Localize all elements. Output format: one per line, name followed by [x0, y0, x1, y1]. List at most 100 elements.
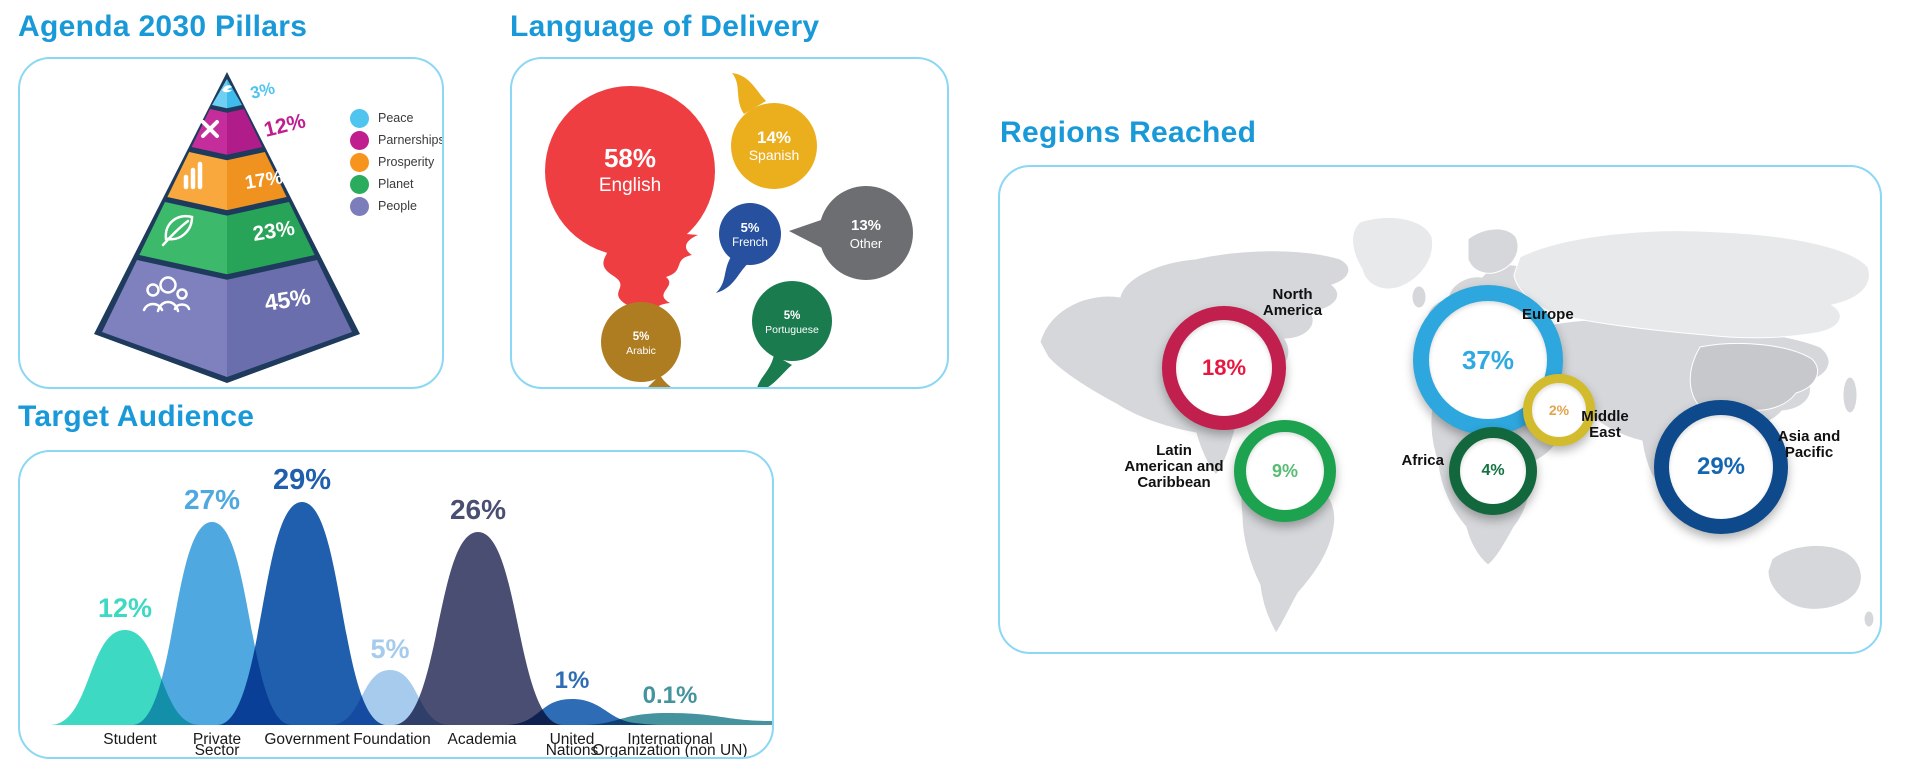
bar-chart-icon — [183, 161, 203, 190]
wave-government — [217, 502, 387, 725]
audience-wave-chart: 12% 27% 29% 5% 26% 1% 0.1% Student Priva… — [50, 464, 772, 757]
language-value-arabic: 5% — [633, 331, 650, 343]
region-ring-africa: 4% — [1449, 427, 1537, 515]
map-greenland — [1352, 216, 1434, 290]
legend-label-parnerships: Parnerships — [378, 133, 444, 147]
legend-label-planet: Planet — [378, 177, 414, 191]
legend-dot-peace — [350, 108, 369, 128]
legend-dot-prosperity — [350, 152, 369, 172]
wave-value-academia: 26% — [450, 494, 506, 525]
wave-value-foundation: 5% — [370, 634, 409, 664]
speech-bubble-spanish-tail — [732, 73, 766, 114]
wave-united-nations — [504, 699, 665, 725]
region-ring-north-america: 18% — [1162, 306, 1286, 430]
region-ring-asia-pacific: 29% — [1654, 400, 1788, 534]
wave-label-private-1: Private — [193, 731, 241, 748]
map-uk — [1411, 285, 1427, 309]
legend-dot-people — [350, 196, 369, 216]
pillars-legend: Peace Parnerships Prosperity Planet Peop… — [350, 107, 444, 217]
wave-value-united-nations: 1% — [555, 667, 590, 694]
regions-panel: 18% 37% 2% 4% 9% 29% North America Europ… — [998, 165, 1882, 654]
wave-label-private-2: Sector — [195, 742, 240, 757]
speech-bubble-spanish — [731, 103, 817, 189]
languages-panel: 58% English 14% Spanish 5% French 13% Ot… — [510, 57, 949, 389]
pyramid-tier-prosperity-right — [227, 152, 287, 211]
region-label-middle-east: Middle East — [1581, 408, 1629, 441]
map-scandinavia — [1467, 228, 1519, 274]
pyramid-tier-peace-right — [227, 79, 242, 109]
speech-bubble-portuguese-tail — [757, 355, 792, 387]
region-value-north-america: 18% — [1201, 355, 1247, 380]
region-label-asia-pacific: Asia and Pacific — [1777, 428, 1841, 461]
legend-dot-parnerships — [350, 130, 369, 150]
legend-dot-planet — [350, 174, 369, 194]
leaf-icon — [161, 214, 194, 247]
region-value-latin-america: 9% — [1271, 460, 1298, 481]
language-value-other: 13% — [851, 217, 881, 234]
speech-bubble-english — [545, 86, 715, 256]
audience-title: Target Audience — [18, 400, 255, 433]
pillars-panel: 3% 12% 17% 23% 45% Peace Parnerships Pro… — [18, 57, 444, 389]
map-russia — [1513, 230, 1870, 339]
region-value-asia-pacific: 29% — [1696, 453, 1746, 480]
language-label-arabic: Arabic — [626, 345, 656, 357]
wave-label-academia: Academia — [448, 731, 517, 748]
map-china — [1689, 342, 1818, 416]
region-value-middle-east: 2% — [1548, 402, 1570, 418]
dove-icon — [222, 85, 232, 93]
partnership-icon — [201, 120, 219, 138]
pyramid-value-parnerships: 12% — [262, 109, 309, 142]
wave-value-government: 29% — [273, 464, 331, 496]
wave-label-student: Student — [103, 731, 157, 748]
legend-label-prosperity: Prosperity — [378, 155, 435, 169]
speech-bubble-arabic — [601, 302, 681, 382]
pyramid-chart: 3% 12% 17% 23% 45% — [94, 72, 360, 383]
language-value-spanish: 14% — [757, 128, 791, 147]
pyramid-value-peace: 3% — [248, 78, 276, 102]
pyramid-tier-prosperity-left — [167, 152, 227, 211]
speech-bubble-other-tail — [789, 219, 824, 249]
speech-bubble-other — [819, 186, 913, 280]
region-ring-latin-america: 9% — [1234, 420, 1336, 522]
speech-bubble-portuguese — [752, 281, 832, 361]
speech-bubble-french-tail — [716, 255, 750, 293]
region-label-africa: Africa — [1401, 452, 1444, 469]
wave-international-org — [580, 713, 772, 725]
wave-label-un-1: United — [550, 731, 595, 748]
legend-item-people: People — [350, 195, 442, 217]
wave-label-io-1: International — [627, 731, 712, 748]
language-label-french: French — [732, 237, 768, 249]
wave-label-government: Government — [264, 731, 350, 748]
wave-value-student: 12% — [98, 593, 152, 623]
legend-label-people: People — [378, 199, 417, 213]
map-australia — [1767, 545, 1862, 610]
regions-title: Regions Reached — [1000, 116, 1257, 149]
language-label-portuguese: Portuguese — [765, 324, 819, 336]
region-ring-middle-east: 2% — [1523, 374, 1595, 446]
region-value-europe: 37% — [1461, 344, 1515, 375]
language-label-spanish: Spanish — [749, 147, 800, 163]
language-value-english: 58% — [604, 143, 656, 173]
speech-bubble-french — [719, 203, 781, 265]
wave-value-international-org: 0.1% — [643, 682, 698, 709]
pyramid-tier-people-right — [227, 260, 352, 377]
legend-item-planet: Planet — [350, 173, 442, 195]
region-label-north-america: North America — [1262, 286, 1323, 319]
map-new-zealand — [1863, 610, 1875, 628]
map-japan — [1842, 376, 1858, 414]
legend-label-peace: Peace — [378, 111, 414, 125]
legend-item-parnerships: Parnerships — [350, 129, 444, 151]
speech-bubbles-chart: 58% English 14% Spanish 5% French 13% Ot… — [545, 73, 913, 387]
wave-label-un-2: Nations — [546, 742, 599, 757]
pyramid-tier-planet-right — [227, 202, 315, 275]
region-label-latin-america: Latin American and Caribbean — [1124, 442, 1224, 491]
people-icon — [142, 276, 191, 313]
audience-panel: 12% 27% 29% 5% 26% 1% 0.1% Student Priva… — [18, 450, 774, 759]
language-value-french: 5% — [741, 220, 760, 235]
speech-bubble-arabic-tail — [648, 375, 672, 387]
wave-label-io-2: Organization (non UN) — [592, 742, 747, 757]
region-value-africa: 4% — [1481, 462, 1505, 479]
pillars-title: Agenda 2030 Pillars — [18, 10, 308, 43]
language-value-portuguese: 5% — [784, 310, 801, 322]
